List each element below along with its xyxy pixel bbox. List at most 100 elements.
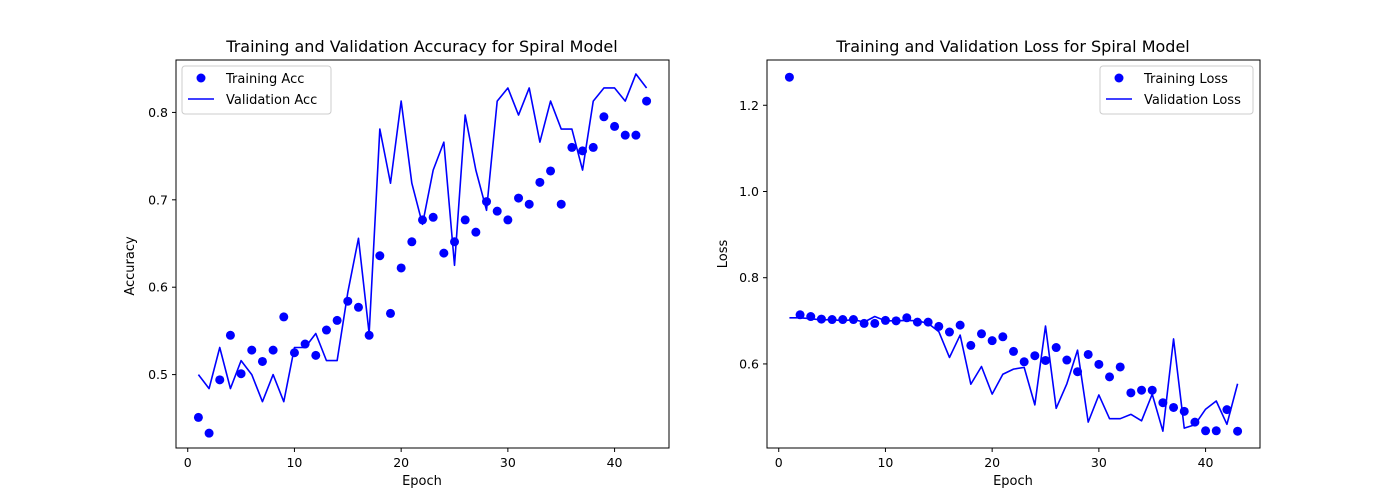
accuracy-training-point [567,142,577,152]
accuracy-training-point [193,412,203,422]
loss-training-point [1190,417,1200,427]
loss-xtick-label-1: 10 [877,455,893,470]
loss-training-point [838,315,848,325]
loss-xtick-label-0: 0 [775,455,783,470]
loss-legend-marker-training [1114,73,1124,83]
accuracy-training-point [546,166,556,176]
accuracy-training-point [332,315,342,325]
loss-training-point [934,321,944,331]
accuracy-training-point [268,345,278,355]
loss-training-point [891,316,901,326]
accuracy-training-point [396,263,406,273]
loss-training-point [859,318,869,328]
loss-training-point [955,320,965,330]
accuracy-training-point [492,206,502,216]
accuracy-chart-xlabel: Epoch [402,474,442,489]
accuracy-training-point [588,142,598,152]
loss-xtick-label-4: 40 [1198,455,1214,470]
loss-training-point [816,314,826,324]
accuracy-training-point [257,356,267,366]
loss-legend-box [1099,65,1254,115]
loss-training-point [944,327,954,337]
loss-chart: Training and Validation Loss for Spiral … [716,37,1261,489]
loss-ytick-label-3: 1.2 [739,98,759,113]
accuracy-training-point [514,193,524,203]
loss-training-point [1233,426,1243,436]
accuracy-chart-ylabel: Accuracy [123,236,138,296]
accuracy-xtick-label-2: 20 [393,455,409,470]
loss-training-point [998,332,1008,342]
accuracy-training-point [311,350,321,360]
loss-legend-label-training: Training Loss [1143,72,1228,87]
accuracy-training-point [631,130,641,140]
loss-training-point [923,317,933,327]
accuracy-legend-box [181,65,332,115]
accuracy-training-point [343,296,353,306]
loss-training-point [1211,426,1221,436]
loss-training-point [1179,406,1189,416]
accuracy-training-point [204,428,214,438]
loss-training-point [1158,398,1168,408]
loss-training-point [1083,349,1093,359]
accuracy-legend-label-training: Training Acc [225,72,304,87]
accuracy-training-point [535,177,545,187]
accuracy-training-point [279,312,289,322]
accuracy-training-point [482,197,492,207]
accuracy-xtick-label-4: 40 [607,455,623,470]
accuracy-chart-title: Training and Validation Accuracy for Spi… [225,37,617,56]
loss-training-point [987,336,997,346]
loss-training-point [1169,402,1179,412]
accuracy-ytick-label-2: 0.7 [148,192,168,207]
accuracy-training-point [385,308,395,318]
accuracy-training-point [215,375,225,385]
loss-training-point [966,340,976,350]
loss-training-point [848,315,858,325]
accuracy-training-point [503,215,513,225]
accuracy-training-point [289,348,299,358]
loss-legend-label-validation: Validation Loss [1144,93,1241,108]
accuracy-training-point [353,302,363,312]
accuracy-training-point [300,339,310,349]
accuracy-training-point [620,130,630,140]
accuracy-xtick-label-1: 10 [286,455,302,470]
accuracy-legend-marker-training [196,73,206,83]
loss-training-point [912,317,922,327]
accuracy-training-point [428,212,438,222]
accuracy-training-point [375,251,385,261]
accuracy-training-point [578,146,588,156]
loss-training-point [1094,359,1104,369]
loss-xtick-label-3: 30 [1091,455,1107,470]
loss-training-point [1126,388,1136,398]
accuracy-chart-legend: Training Acc Validation Acc [181,65,332,115]
loss-training-point [1062,355,1072,365]
loss-training-point [795,310,805,320]
loss-ytick-label-2: 1.0 [739,184,759,199]
loss-ytick-label-0: 0.6 [739,356,759,371]
loss-training-point [1147,385,1157,395]
loss-training-point [1041,355,1051,365]
loss-chart-ylabel: Loss [716,240,731,269]
loss-chart-ticks: 0 10 20 30 40 0.6 0.8 1.0 1.2 [739,98,1213,470]
accuracy-ytick-label-1: 0.6 [148,280,168,295]
loss-training-point [880,315,890,325]
accuracy-legend-label-validation: Validation Acc [226,93,317,108]
loss-training-point [1051,343,1061,353]
loss-training-point [1030,351,1040,361]
loss-training-point [827,315,837,325]
accuracy-ytick-label-0: 0.5 [148,367,168,382]
loss-training-point [870,318,880,328]
loss-training-point [1009,346,1018,356]
loss-chart-frame [766,59,1261,449]
loss-chart-marks [784,72,1243,436]
loss-training-point [1222,405,1232,415]
loss-training-point [784,72,794,82]
accuracy-xtick-label-3: 30 [500,455,516,470]
accuracy-training-point [556,199,566,209]
accuracy-chart-ticks: 0 10 20 30 40 0.5 0.6 0.7 0.8 [148,105,622,470]
accuracy-training-point [321,325,331,335]
loss-training-point [1105,372,1115,382]
loss-training-point [902,313,912,323]
accuracy-training-point [450,237,460,247]
loss-training-point [1073,367,1083,377]
accuracy-training-point [364,330,374,340]
